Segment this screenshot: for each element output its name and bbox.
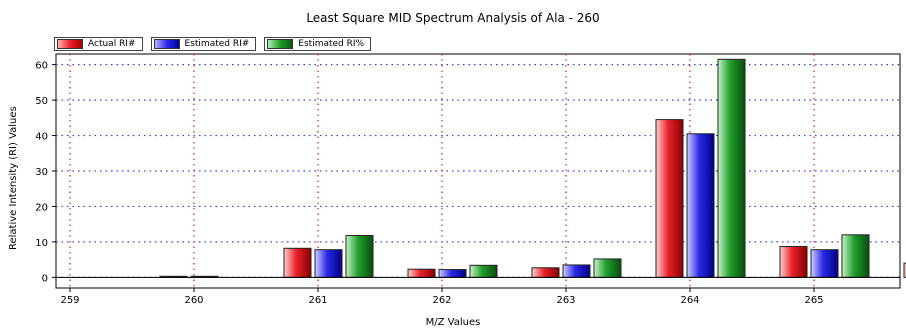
x-tick-label: 259 <box>60 295 79 306</box>
y-tick-label: 40 <box>35 132 48 143</box>
legend-item-actual: Actual RI# <box>54 37 143 51</box>
bar-estimated-ri--263 <box>686 133 715 278</box>
legend-item-estimated-ri: Estimated RI# <box>150 37 257 51</box>
bar-actual-ri--264 <box>779 246 808 278</box>
legend-label-estimated-ri: Estimated RI# <box>184 39 250 49</box>
bar-actual-ri--263 <box>655 119 684 278</box>
bar-actual-ri--262 <box>531 267 560 278</box>
bar-estimated-ri--264 <box>841 234 870 278</box>
legend-swatch-estimated-ri <box>153 39 180 49</box>
bar-estimated-ri--261 <box>469 264 498 278</box>
bar-actual-ri--265 <box>903 262 906 278</box>
bar-estimated-ri--260 <box>345 235 374 278</box>
y-tick-label: 0 <box>42 273 48 284</box>
x-tick-label: 263 <box>556 295 575 306</box>
bar-estimated-ri--263 <box>717 58 746 278</box>
bar-estimated-ri--262 <box>593 258 622 278</box>
bar-estimated-ri--260 <box>314 249 343 278</box>
legend-label-estimated-ri-pct: Estimated RI% <box>298 39 365 49</box>
legend-swatch-actual <box>57 39 83 49</box>
y-tick-label: 60 <box>35 61 48 72</box>
x-axis-label: M/Z Values <box>425 317 481 328</box>
y-tick-label: 50 <box>35 96 48 107</box>
x-tick-label: 264 <box>680 295 699 306</box>
chart-title: Least Square MID Spectrum Analysis of Al… <box>306 11 600 25</box>
legend: Actual RI# Estimated RI# Estimated RI% <box>54 37 379 51</box>
y-tick-label: 10 <box>35 238 48 249</box>
legend-swatch-estimated-ri-pct <box>267 39 294 49</box>
bar-actual-ri--261 <box>407 268 436 278</box>
bar-estimated-ri--261 <box>438 269 467 278</box>
y-tick-label: 20 <box>35 202 48 213</box>
x-tick-label: 261 <box>308 295 327 306</box>
x-tick-label: 260 <box>184 295 203 306</box>
bar-estimated-ri--262 <box>562 264 591 278</box>
bar-actual-ri--260 <box>283 247 312 278</box>
legend-label-actual: Actual RI# <box>88 39 136 49</box>
x-tick-label: 262 <box>432 295 451 306</box>
x-tick-label: 265 <box>804 295 823 306</box>
legend-item-estimated-ri-pct: Estimated RI% <box>264 37 372 51</box>
y-tick-label: 30 <box>35 167 48 178</box>
bar-estimated-ri--264 <box>810 249 839 278</box>
